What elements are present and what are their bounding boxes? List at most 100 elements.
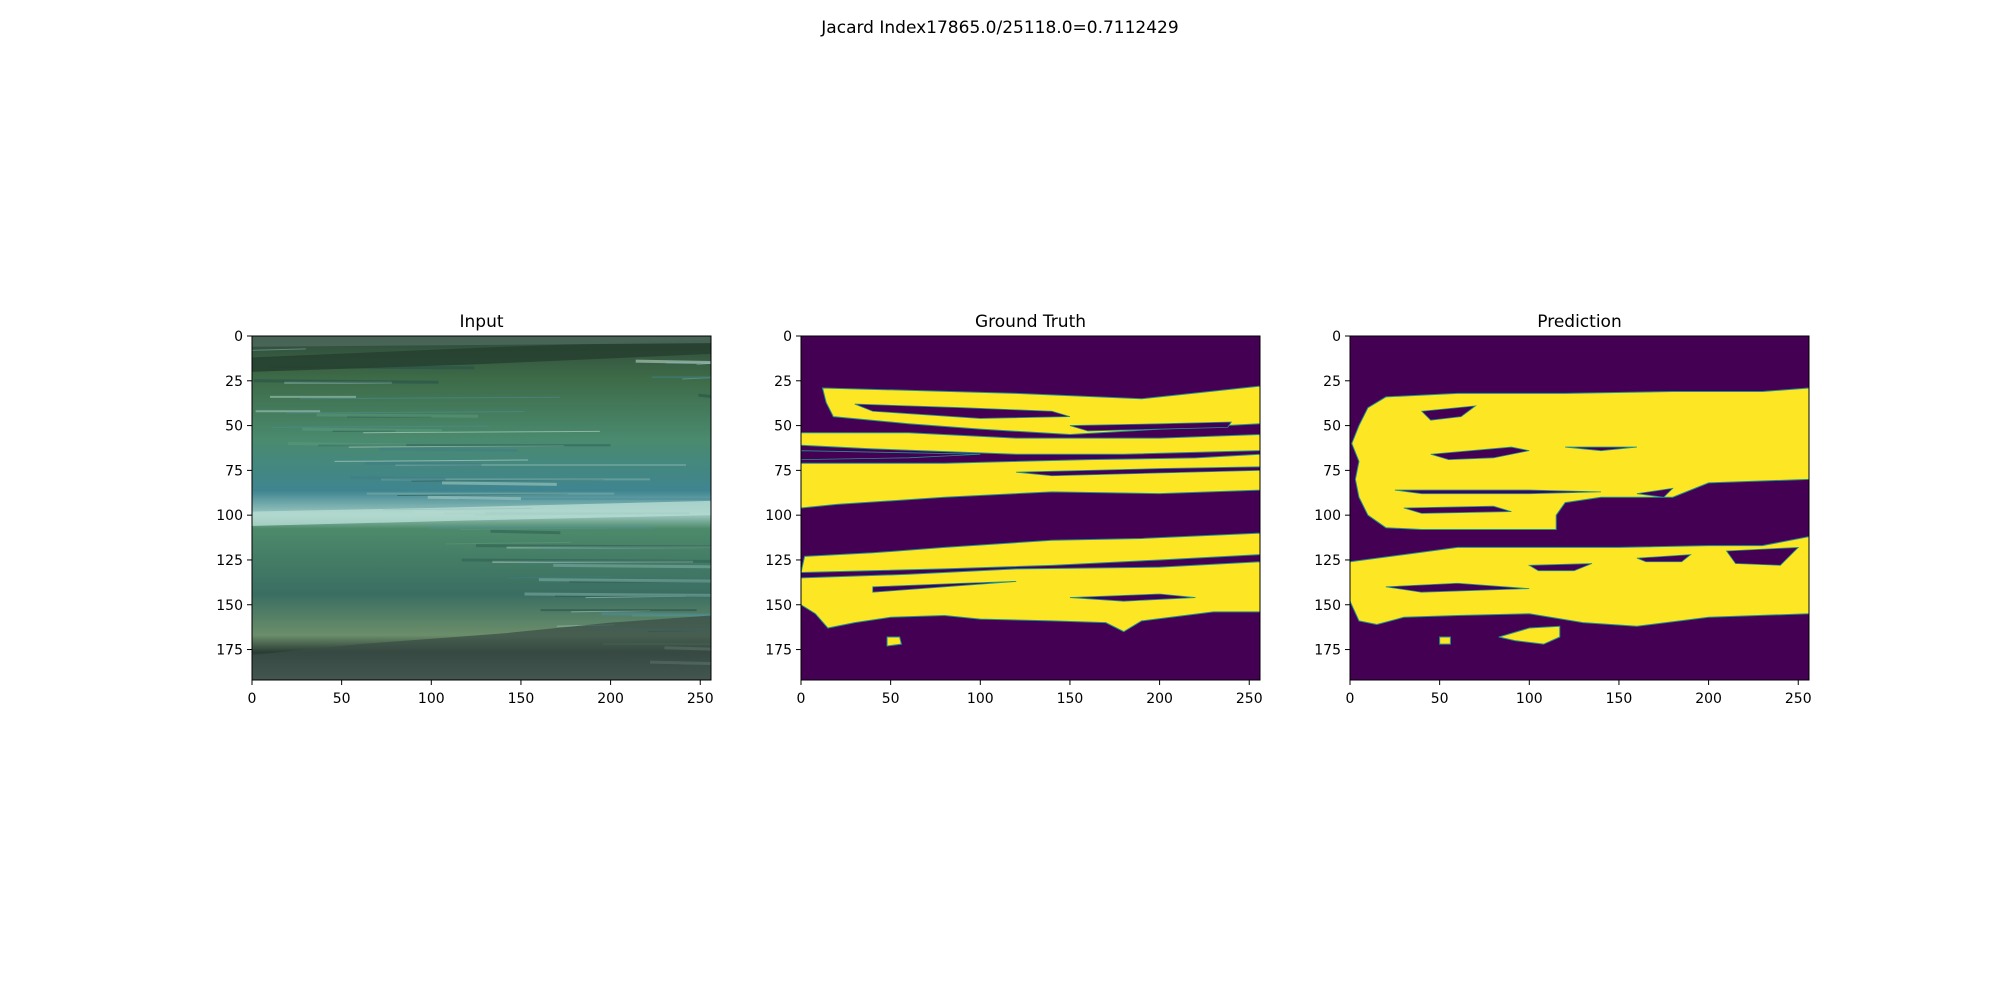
y-tick-label: 75: [1323, 463, 1341, 479]
leaf-streak: [476, 544, 711, 549]
leaf-streak: [363, 430, 600, 434]
mask-hole: [1385, 582, 1530, 593]
x-tick-label: 250: [1236, 691, 1263, 707]
mask-region: [1350, 536, 1809, 627]
y-tick-label: 50: [225, 419, 243, 435]
x-tick-label: 250: [687, 691, 714, 707]
mask-region: [801, 532, 1260, 574]
panel-title: Prediction: [1537, 312, 1621, 332]
x-tick-label: 150: [1057, 691, 1084, 707]
leaf-streak: [427, 495, 521, 501]
y-tick-label: 25: [1323, 374, 1341, 390]
mask-hole: [1565, 446, 1637, 452]
x-tick-label: 200: [1146, 691, 1173, 707]
mask-region: [1439, 636, 1451, 645]
top-foliage: [252, 336, 711, 347]
leaf-streak: [252, 348, 306, 351]
leaf-streak: [698, 393, 711, 399]
axes-frame: [1349, 335, 1810, 681]
y-tick-label: 175: [765, 643, 792, 659]
x-tick-label: 200: [597, 691, 624, 707]
x-tick-label: 200: [1695, 691, 1722, 707]
bright-leaf-stripe: [252, 500, 711, 526]
y-tick-label: 75: [774, 463, 792, 479]
panel-image: [1350, 336, 1809, 680]
mask-region: [801, 453, 1260, 509]
figure-title: Jacard Index17865.0/25118.0=0.7112429: [820, 18, 1178, 38]
axes-frame: [800, 335, 1261, 681]
leaf-streak: [253, 379, 439, 384]
x-tick-label: 50: [882, 691, 900, 707]
leaf-streak: [635, 359, 711, 365]
y-tick-label: 100: [1314, 508, 1341, 524]
y-tick-label: 50: [774, 419, 792, 435]
leaf-streak: [316, 413, 478, 418]
mask-hole: [801, 450, 981, 461]
y-tick-label: 25: [225, 374, 243, 390]
x-tick-label: 0: [248, 691, 257, 707]
y-tick-label: 175: [1314, 643, 1341, 659]
leaf-streak: [461, 558, 711, 563]
panel-title: Input: [459, 312, 503, 332]
leaf-streak: [364, 461, 482, 467]
mask-hole: [854, 403, 1071, 419]
panel-image: [801, 336, 1260, 680]
y-tick-label: 175: [216, 643, 243, 659]
leaf-streak: [334, 459, 529, 462]
y-tick-label: 150: [216, 598, 243, 614]
y-tick-label: 0: [234, 329, 243, 345]
mask-hole: [1394, 489, 1602, 495]
y-tick-label: 125: [765, 553, 792, 569]
x-tick-label: 150: [1606, 691, 1633, 707]
leaf-streak: [445, 541, 572, 545]
panel-1: Ground Truth 0 50 100 150 200 250 0 25 50 75 100 125…: [765, 312, 1262, 707]
panel-0: Input 0 50 100 150 200 250 0 25 50 75 100 125 150 175: [216, 312, 713, 707]
y-tick-label: 25: [774, 374, 792, 390]
axes-frame: [251, 335, 712, 681]
mask-region: [1351, 387, 1809, 530]
leaf-streak: [490, 529, 561, 535]
leaf-streak: [300, 396, 561, 400]
leaf-streak: [442, 481, 557, 486]
leaf-streak: [508, 575, 611, 579]
mask-hole: [1430, 446, 1530, 461]
mask-hole: [1069, 421, 1233, 432]
mask-hole: [872, 581, 1017, 593]
mask-region: [886, 636, 903, 647]
x-tick-label: 50: [1431, 691, 1449, 707]
x-tick-label: 250: [1785, 691, 1812, 707]
mask-hole: [1636, 554, 1692, 563]
leaf-streak: [302, 427, 443, 433]
y-tick-label: 125: [216, 553, 243, 569]
mask-region: [1498, 625, 1561, 645]
x-tick-label: 0: [1346, 691, 1355, 707]
x-tick-label: 0: [797, 691, 806, 707]
leaf-streak: [524, 592, 711, 597]
dark-leaf-band: [252, 339, 711, 372]
y-tick-label: 125: [1314, 553, 1341, 569]
leaf-streak: [601, 612, 711, 617]
x-tick-label: 100: [1516, 691, 1543, 707]
y-tick-label: 150: [1314, 598, 1341, 614]
mask-region: [801, 561, 1260, 633]
mask-hole: [1527, 563, 1593, 572]
x-tick-label: 50: [333, 691, 351, 707]
leaf-streak: [286, 411, 525, 414]
mask-hole: [1420, 405, 1477, 421]
y-tick-label: 75: [225, 463, 243, 479]
leaf-streak: [287, 442, 407, 447]
panel-title: Ground Truth: [975, 312, 1086, 332]
mask-region: [801, 432, 1260, 455]
leaf-streak: [350, 476, 446, 481]
panel-2: Prediction 0 50 100 150 200 250 0 25 50 75 100 125 15…: [1314, 312, 1811, 707]
mask-background: [801, 336, 1260, 680]
y-tick-label: 100: [216, 508, 243, 524]
x-tick-label: 150: [508, 691, 535, 707]
y-tick-label: 50: [1323, 419, 1341, 435]
x-tick-label: 100: [418, 691, 445, 707]
mask-hole: [1636, 487, 1674, 498]
y-tick-label: 100: [765, 508, 792, 524]
leaf-streak: [553, 563, 711, 569]
ground-foliage: [252, 615, 711, 680]
